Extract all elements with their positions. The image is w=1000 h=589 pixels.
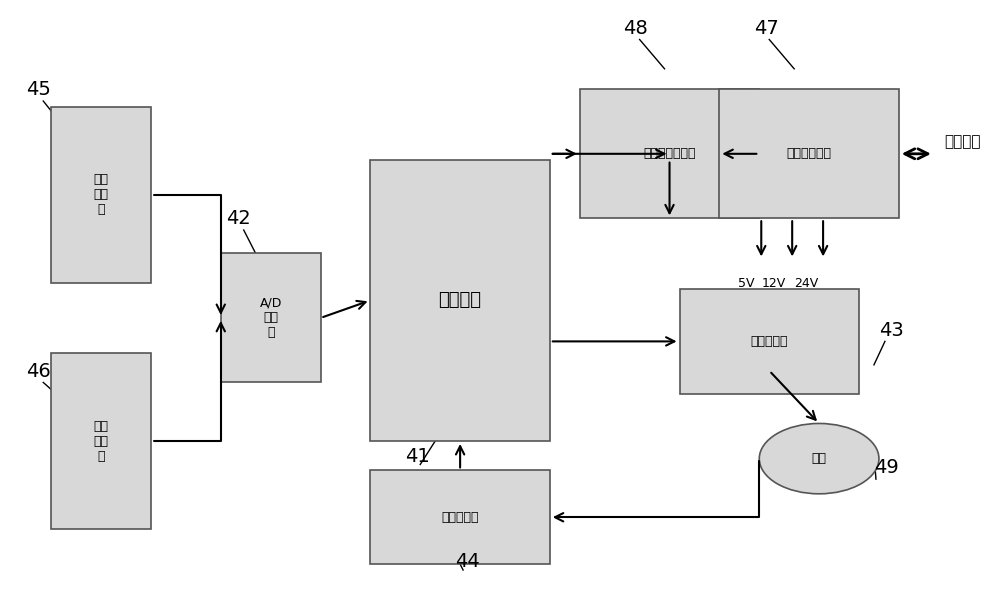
Text: 49: 49	[874, 458, 899, 477]
Text: A/D
转换
器: A/D 转换 器	[259, 296, 282, 339]
Circle shape	[759, 423, 879, 494]
FancyBboxPatch shape	[51, 107, 151, 283]
FancyBboxPatch shape	[680, 289, 859, 394]
Text: 43: 43	[879, 320, 904, 339]
Text: 电机: 电机	[812, 452, 827, 465]
FancyBboxPatch shape	[51, 353, 151, 529]
Text: 45: 45	[26, 80, 51, 99]
Text: 通信编解码电路: 通信编解码电路	[643, 147, 696, 160]
Text: 微控制器: 微控制器	[439, 292, 482, 309]
Text: 压力
传感
器: 压力 传感 器	[94, 173, 109, 216]
Text: 电机控制器: 电机控制器	[750, 335, 788, 348]
Text: 42: 42	[226, 209, 251, 228]
FancyBboxPatch shape	[221, 253, 320, 382]
Text: 24V: 24V	[794, 277, 818, 290]
Text: 单芯电缆: 单芯电缆	[944, 134, 980, 150]
Text: 流量
传感
器: 流量 传感 器	[94, 419, 109, 462]
Text: 47: 47	[754, 19, 779, 38]
Text: 5V: 5V	[738, 277, 755, 290]
Text: 稳压电源电路: 稳压电源电路	[787, 147, 832, 160]
Text: 46: 46	[26, 362, 51, 380]
Text: 霍尔传感器: 霍尔传感器	[441, 511, 479, 524]
Text: 12V: 12V	[762, 277, 786, 290]
FancyBboxPatch shape	[370, 160, 550, 441]
FancyBboxPatch shape	[719, 90, 899, 219]
FancyBboxPatch shape	[580, 90, 759, 219]
FancyBboxPatch shape	[370, 471, 550, 564]
Text: 41: 41	[405, 446, 430, 465]
Text: 48: 48	[623, 19, 647, 38]
Text: 44: 44	[455, 552, 480, 571]
